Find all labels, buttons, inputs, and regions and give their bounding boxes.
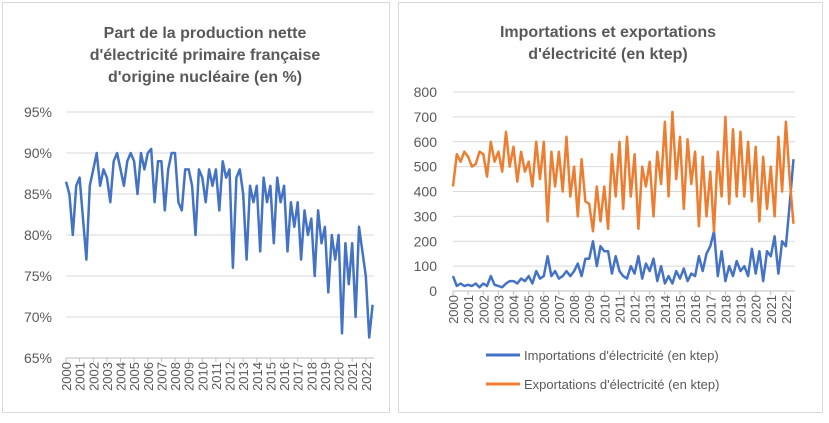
x-tick-label: 2008	[567, 295, 582, 324]
y-tick-label: 100	[414, 258, 438, 274]
y-tick-label: 0	[429, 283, 437, 299]
x-tick-label: 2003	[491, 295, 506, 324]
chart-title: d'électricité primaire française	[90, 47, 321, 64]
x-tick-label: 2011	[209, 362, 224, 390]
y-tick-label: 800	[414, 84, 438, 100]
y-tick-label: 80%	[24, 227, 52, 243]
x-tick-label: 2006	[537, 295, 552, 324]
legend-label: Exportations d'électricité (en ktep)	[524, 377, 719, 392]
x-tick-label: 2014	[658, 295, 673, 324]
y-tick-label: 700	[414, 109, 438, 125]
x-tick-label: 2000	[59, 362, 74, 391]
y-tick-label: 70%	[24, 309, 52, 325]
x-tick-label: 2011	[612, 295, 627, 323]
x-tick-label: 2021	[764, 295, 779, 324]
x-tick-label: 2001	[461, 295, 476, 324]
x-tick-label: 2019	[318, 362, 333, 391]
chart-title: Part de la production nette	[104, 25, 307, 42]
x-tick-label: 2012	[628, 295, 643, 324]
x-tick-label: 2016	[688, 295, 703, 324]
legend-label: Importations d'électricité (en ktep)	[524, 348, 719, 363]
x-tick-label: 2001	[73, 362, 88, 391]
y-tick-label: 95%	[24, 104, 52, 120]
x-tick-label: 2007	[552, 295, 567, 324]
x-tick-label: 2010	[195, 362, 210, 391]
x-tick-label: 2021	[345, 362, 360, 391]
x-tick-label: 2009	[582, 295, 597, 324]
data-line	[64, 147, 374, 339]
chart-title: d'électricité (en ktep)	[528, 46, 687, 63]
x-tick-label: 2020	[749, 295, 764, 324]
x-tick-label: 2005	[522, 295, 537, 324]
x-tick-label: 2006	[141, 362, 156, 391]
x-tick-label: 2018	[304, 362, 319, 391]
y-tick-label: 600	[414, 134, 438, 150]
chart-title: d'origine nucléaire (en %)	[108, 69, 302, 86]
x-tick-label: 2008	[168, 362, 183, 391]
x-tick-label: 2007	[154, 362, 169, 391]
x-tick-label: 2010	[597, 295, 612, 324]
x-tick-label: 2022	[779, 295, 794, 324]
x-tick-label: 2014	[250, 362, 265, 391]
x-tick-label: 2015	[263, 362, 278, 391]
x-tick-label: 2004	[114, 362, 129, 391]
y-tick-label: 75%	[24, 268, 52, 284]
x-tick-label: 2013	[236, 362, 251, 391]
y-tick-label: 200	[414, 233, 438, 249]
data-line	[451, 159, 795, 289]
x-tick-label: 2017	[291, 362, 306, 391]
x-tick-label: 2012	[223, 362, 238, 391]
y-tick-label: 500	[414, 159, 438, 175]
x-tick-label: 2016	[277, 362, 292, 391]
y-tick-label: 400	[414, 184, 438, 200]
x-tick-label: 2004	[507, 295, 522, 324]
x-tick-label: 2019	[734, 295, 749, 324]
x-tick-label: 2020	[332, 362, 347, 391]
x-tick-label: 2017	[703, 295, 718, 324]
x-tick-label: 2013	[643, 295, 658, 324]
x-tick-label: 2002	[86, 362, 101, 391]
x-tick-label: 2018	[718, 295, 733, 324]
x-tick-label: 2003	[100, 362, 115, 391]
x-tick-label: 2015	[673, 295, 688, 324]
x-tick-label: 2022	[359, 362, 374, 391]
y-tick-label: 300	[414, 208, 438, 224]
chart-title: Importations et exportations	[500, 24, 716, 41]
panel-border	[398, 2, 823, 413]
y-tick-label: 85%	[24, 186, 52, 202]
y-tick-label: 65%	[24, 350, 52, 366]
data-line	[451, 110, 795, 233]
x-tick-label: 2005	[127, 362, 142, 391]
x-tick-label: 2009	[182, 362, 197, 391]
y-tick-label: 90%	[24, 145, 52, 161]
x-tick-label: 2002	[476, 295, 491, 324]
panel-border	[2, 2, 390, 413]
x-tick-label: 2000	[446, 295, 461, 324]
